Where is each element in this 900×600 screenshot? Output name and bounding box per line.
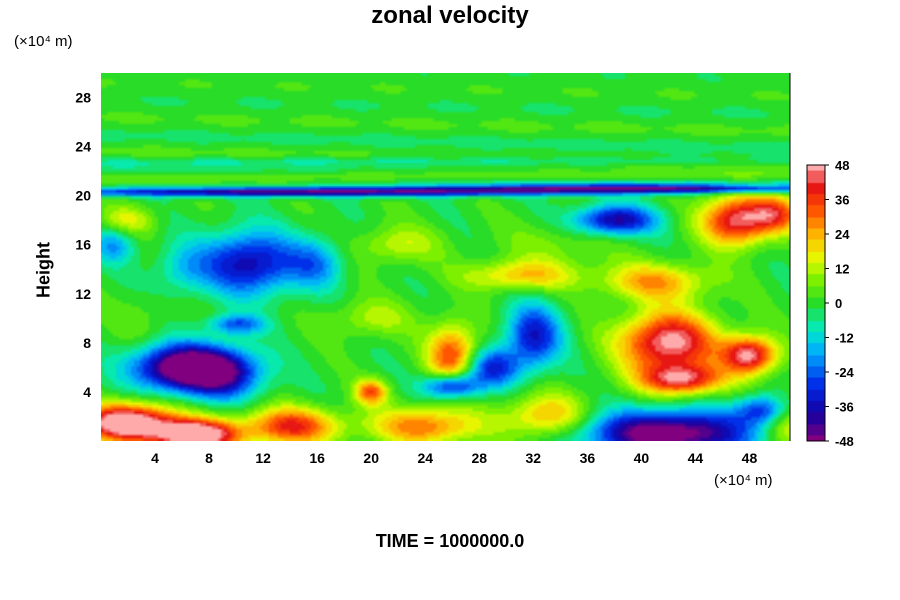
y-tick-label: 4 (83, 384, 91, 400)
x-ticks: 4 8 12 16 20 24 28 32 36 40 44 48 (151, 450, 757, 466)
colorbar-tick-label: 24 (835, 227, 850, 242)
colorbar-tick-label: 48 (835, 158, 849, 173)
time-footer: TIME = 1000000.0 (375, 531, 525, 551)
x-tick-label: 48 (742, 450, 758, 466)
colorbar-ticks: -48 -36 -24 -12 0 12 24 36 48 (825, 158, 855, 449)
x-tick-label: 8 (205, 450, 213, 466)
y-ticks: 4 8 12 16 20 24 28 (75, 90, 91, 400)
colorbar-image (807, 165, 825, 441)
chart-title: zonal velocity (371, 2, 529, 29)
colorbar-tick-label: -36 (835, 400, 854, 415)
y-tick-label: 16 (75, 237, 91, 253)
x-tick-label: 12 (255, 450, 271, 466)
colorbar-tick-label: -12 (835, 331, 854, 346)
x-tick-label: 32 (526, 450, 542, 466)
y-tick-label: 12 (75, 286, 91, 302)
y-tick-label: 8 (83, 335, 91, 351)
x-tick-label: 4 (151, 450, 159, 466)
colorbar-tick-label: -24 (835, 365, 855, 380)
colorbar-tick-label: 36 (835, 193, 849, 208)
y-tick-label: 28 (75, 90, 91, 106)
velocity-field-image (101, 73, 790, 441)
y-axis-unit: (×10⁴ m) (14, 33, 73, 50)
x-tick-label: 44 (688, 450, 704, 466)
x-axis-unit: (×10⁴ m) (714, 472, 773, 489)
colorbar-tick-label: -48 (835, 434, 854, 449)
x-tick-label: 16 (309, 450, 325, 466)
y-tick-label: 20 (75, 188, 91, 204)
x-tick-label: 28 (471, 450, 487, 466)
x-tick-label: 20 (363, 450, 379, 466)
colorbar-tick-label: 0 (835, 296, 842, 311)
colorbar-tick-label: 12 (835, 262, 849, 277)
x-tick-label: 40 (634, 450, 650, 466)
x-tick-label: 36 (580, 450, 596, 466)
y-tick-label: 24 (75, 139, 91, 155)
x-tick-label: 24 (417, 450, 433, 466)
